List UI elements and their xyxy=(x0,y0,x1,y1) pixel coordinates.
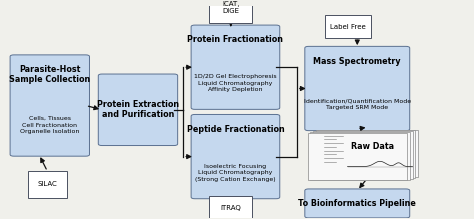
Text: iTRAQ: iTRAQ xyxy=(220,205,241,211)
FancyBboxPatch shape xyxy=(305,46,410,131)
Text: Label Free: Label Free xyxy=(330,24,366,30)
FancyBboxPatch shape xyxy=(209,196,252,219)
FancyBboxPatch shape xyxy=(10,55,90,156)
FancyBboxPatch shape xyxy=(308,133,407,180)
FancyBboxPatch shape xyxy=(98,74,178,146)
Text: ICAT,
DIGE: ICAT, DIGE xyxy=(222,1,239,14)
Text: To Bioinformatics Pipeline: To Bioinformatics Pipeline xyxy=(298,199,416,208)
Text: Parasite-Host
Sample Collection: Parasite-Host Sample Collection xyxy=(9,65,91,85)
Text: Peptide Fractionation: Peptide Fractionation xyxy=(187,125,284,134)
FancyBboxPatch shape xyxy=(28,171,67,198)
Text: Protein Extraction
and Purification: Protein Extraction and Purification xyxy=(97,100,179,120)
FancyBboxPatch shape xyxy=(191,115,280,199)
Text: Isoelectric Focusing
Liquid Chromatography
(Strong Cation Exchange): Isoelectric Focusing Liquid Chromatograp… xyxy=(195,164,276,182)
FancyBboxPatch shape xyxy=(325,15,371,38)
FancyBboxPatch shape xyxy=(305,189,410,218)
FancyBboxPatch shape xyxy=(191,25,280,109)
FancyBboxPatch shape xyxy=(319,130,418,177)
FancyBboxPatch shape xyxy=(316,131,415,178)
Text: Raw Data: Raw Data xyxy=(352,142,395,151)
Text: Mass Spectrometry: Mass Spectrometry xyxy=(313,57,401,65)
Text: SILAC: SILAC xyxy=(37,181,57,187)
Text: Identification/Quantification Mode
Targeted SRM Mode: Identification/Quantification Mode Targe… xyxy=(304,99,411,110)
FancyBboxPatch shape xyxy=(310,132,410,180)
FancyBboxPatch shape xyxy=(313,131,412,179)
Text: 1D/2D Gel Electrophoresis
Liquid Chromatography
Affinity Depletion: 1D/2D Gel Electrophoresis Liquid Chromat… xyxy=(194,74,277,92)
Text: Protein Fractionation: Protein Fractionation xyxy=(187,35,283,44)
Text: Cells, Tissues
Cell Fractionation
Organelle Isolation: Cells, Tissues Cell Fractionation Organe… xyxy=(20,116,80,134)
FancyBboxPatch shape xyxy=(209,0,252,23)
